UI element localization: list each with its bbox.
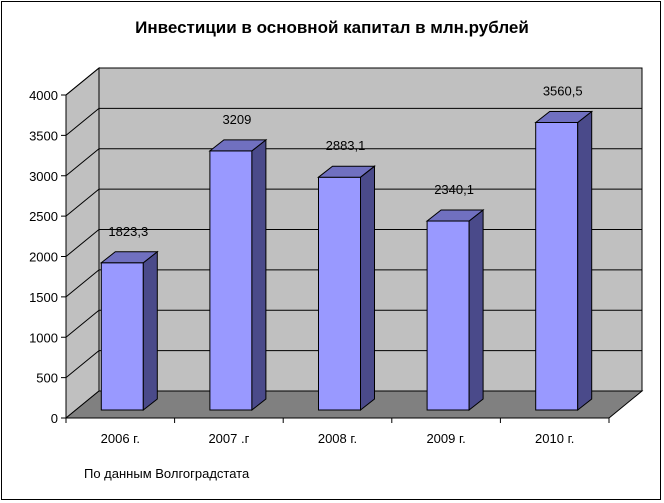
bar	[208, 138, 268, 412]
source-note: По данным Волгоградстата	[84, 466, 250, 481]
y-tick-label: 2000	[29, 250, 58, 265]
bar	[99, 250, 159, 412]
value-label: 3560,5	[543, 83, 583, 98]
x-tick-label: 2007 .г	[208, 431, 249, 446]
y-tick-label: 1500	[29, 290, 58, 305]
value-label: 2883,1	[326, 138, 366, 153]
bar-side	[142, 250, 158, 412]
bars	[99, 110, 594, 412]
bar-side	[468, 209, 484, 412]
gridline	[65, 107, 642, 136]
value-label: 2340,1	[434, 182, 474, 197]
gridline	[65, 67, 642, 96]
x-tick-label: 2008 г.	[318, 431, 357, 446]
bar-top	[99, 251, 159, 264]
value-labels: 1823,3 3209 2883,1 2340,1 3560,5	[108, 83, 582, 238]
y-tick-label: 0	[51, 411, 58, 426]
bar-side	[577, 110, 593, 412]
x-tick-label: 2009 г.	[426, 431, 465, 446]
gridline	[65, 188, 642, 217]
y-tick-label: 1000	[29, 330, 58, 345]
chart-title: Инвестиции в основной капитал в млн.рубл…	[135, 18, 529, 37]
bar-side	[251, 138, 267, 412]
bar	[425, 209, 485, 412]
bar-front	[209, 150, 253, 411]
y-tick-label: 500	[36, 371, 58, 386]
bar-side	[360, 165, 375, 412]
bar-top	[534, 110, 594, 123]
x-tick-label: 2006 г.	[101, 431, 140, 446]
bar	[317, 165, 376, 412]
y-tick-label: 2500	[29, 209, 58, 224]
bar-top	[208, 139, 268, 152]
y-axis-ticks: 0 500 1000 1500 2000 2500 3000 3500 4000	[29, 88, 66, 426]
value-label: 1823,3	[108, 224, 148, 239]
x-axis-categories: 2006 г. 2007 .г 2008 г. 2009 г. 2010 г.	[65, 418, 610, 446]
gridline	[65, 148, 642, 177]
bar-top	[317, 165, 376, 178]
bar	[534, 110, 594, 412]
value-label: 3209	[222, 112, 251, 127]
bar-front	[535, 121, 579, 411]
y-tick-label: 3500	[29, 128, 58, 143]
bar-front	[426, 220, 470, 411]
x-tick-label: 2010 г.	[535, 431, 574, 446]
y-tick-label: 3000	[29, 169, 58, 184]
bar-top	[425, 209, 485, 222]
y-tick-label: 4000	[29, 88, 58, 103]
bar-front	[100, 262, 144, 411]
bar-front	[318, 176, 361, 411]
